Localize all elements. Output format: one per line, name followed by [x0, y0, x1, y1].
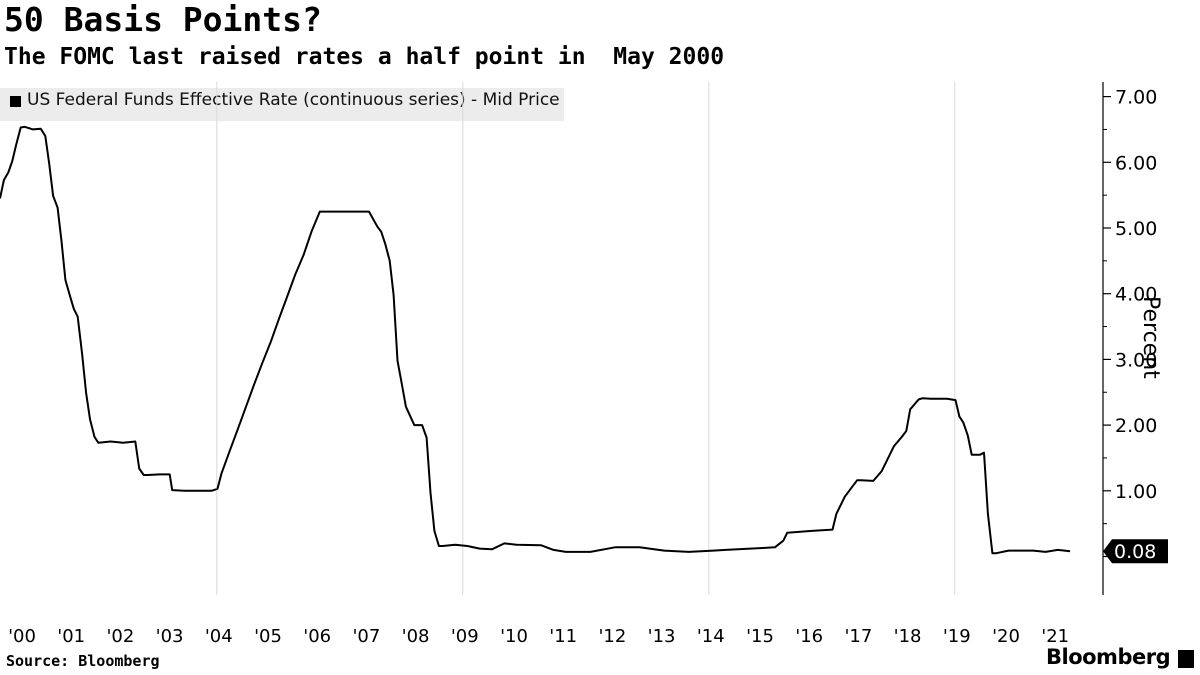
- x-tick-label: '06: [303, 626, 331, 647]
- x-tick-label: '15: [746, 626, 774, 647]
- x-tick-label: '03: [156, 626, 184, 647]
- x-tick-label: '00: [8, 626, 36, 647]
- x-tick-label: '10: [500, 626, 528, 647]
- gridlines: [216, 82, 956, 595]
- chart-subtitle: The FOMC last raised rates a half point …: [4, 44, 725, 70]
- y-tick-label: 7.00: [1115, 87, 1157, 109]
- y-axis-label: Percent: [1138, 296, 1163, 379]
- bloomberg-logo: Bloomberg: [1046, 645, 1171, 669]
- x-tick-label: '18: [894, 626, 922, 647]
- y-tick-label: 1.00: [1115, 481, 1157, 503]
- x-tick-label: '20: [992, 626, 1020, 647]
- x-tick-label: '08: [402, 626, 430, 647]
- last-value-label: 0.08: [1103, 539, 1168, 564]
- x-tick-label: '09: [451, 626, 479, 647]
- x-axis: '00 '01 '02 '03 '04 '05 '06 '07 '08 '09 '10 '11 '12 '…: [8, 626, 1069, 647]
- x-tick-label: '14: [697, 626, 725, 647]
- legend-swatch: [10, 96, 21, 107]
- source-note: Source: Bloomberg: [6, 652, 160, 670]
- y-tick-label: 3.00: [1115, 349, 1157, 371]
- y-axis: 7.00 6.00 5.00 4.00 3.00 2.00 1.00: [1102, 82, 1157, 595]
- x-tick-label: '16: [795, 626, 823, 647]
- x-tick-label: '04: [205, 626, 233, 647]
- series-line: [0, 125, 1071, 555]
- bloomberg-mark-icon: [1178, 650, 1194, 668]
- y-tick-label: 6.00: [1115, 152, 1157, 174]
- x-tick-label: '11: [549, 626, 577, 647]
- x-tick-label: '19: [943, 626, 971, 647]
- x-tick-label: '21: [1041, 626, 1069, 647]
- x-tick-label: '17: [844, 626, 872, 647]
- x-tick-label: '12: [598, 626, 626, 647]
- y-tick-label: 2.00: [1115, 415, 1157, 437]
- x-tick-label: '02: [106, 626, 134, 647]
- chart-title: 50 Basis Points?: [4, 0, 322, 39]
- y-tick-label: 4.00: [1115, 284, 1157, 306]
- x-tick-label: '07: [352, 626, 380, 647]
- legend-label: US Federal Funds Effective Rate (continu…: [27, 90, 560, 110]
- x-tick-label: '05: [254, 626, 282, 647]
- y-tick-label: 5.00: [1115, 218, 1157, 240]
- last-value-box: [1103, 539, 1168, 564]
- legend: [0, 88, 564, 121]
- x-tick-label: '01: [57, 626, 85, 647]
- x-tick-label: '13: [648, 626, 676, 647]
- last-value-text: 0.08: [1114, 541, 1156, 563]
